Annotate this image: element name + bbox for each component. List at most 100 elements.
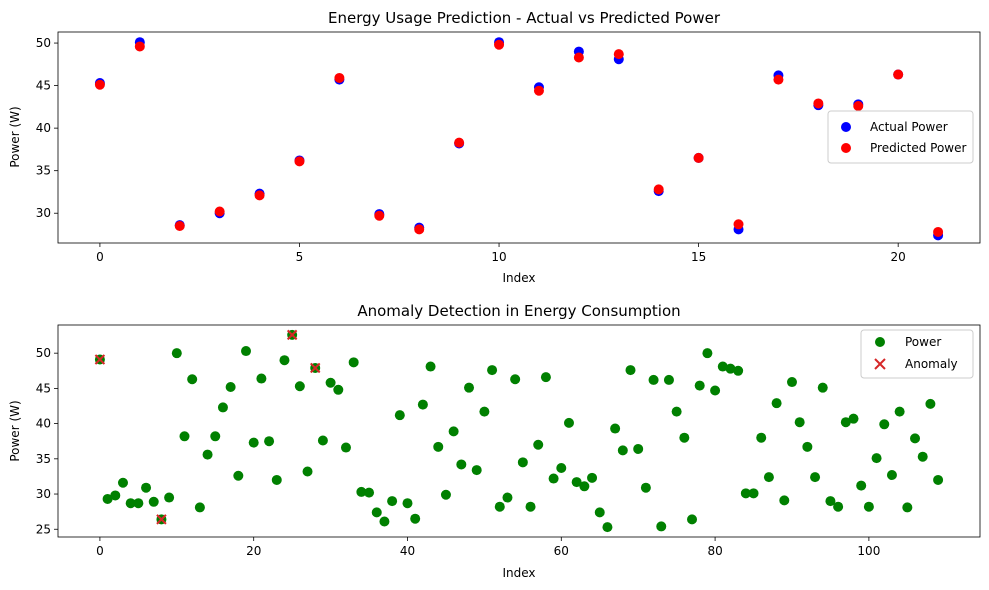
power-point bbox=[917, 451, 928, 462]
power-point bbox=[679, 432, 690, 443]
x-tick-label: 10 bbox=[491, 250, 506, 264]
predicted-power-point bbox=[174, 220, 185, 231]
power-point bbox=[702, 348, 713, 359]
power-point bbox=[241, 346, 252, 357]
power-point bbox=[202, 449, 213, 460]
power-point bbox=[248, 437, 259, 448]
legend-label-power: Power bbox=[905, 335, 941, 349]
power-point bbox=[879, 419, 890, 430]
power-point bbox=[402, 498, 413, 509]
power-point bbox=[863, 501, 874, 512]
power-point bbox=[840, 417, 851, 428]
power-point bbox=[233, 470, 244, 481]
power-point bbox=[794, 417, 805, 428]
power-point bbox=[387, 496, 398, 507]
power-point bbox=[433, 441, 444, 452]
chart-anomaly-detection: Anomaly Detection in Energy Consumption … bbox=[8, 302, 981, 580]
power-point bbox=[533, 439, 544, 450]
power-point bbox=[610, 423, 621, 434]
power-point bbox=[225, 381, 236, 392]
power-point bbox=[487, 365, 498, 376]
power-point bbox=[464, 382, 475, 393]
power-point bbox=[294, 381, 305, 392]
x-tick-label: 60 bbox=[554, 544, 569, 558]
power-point bbox=[563, 417, 574, 428]
power-point bbox=[394, 410, 405, 421]
power-point bbox=[902, 502, 913, 513]
power-point bbox=[379, 516, 390, 527]
y-tick-label: 45 bbox=[36, 79, 51, 93]
predicted-power-point bbox=[813, 98, 824, 109]
power-point bbox=[164, 492, 175, 503]
power-point bbox=[271, 474, 282, 485]
power-point bbox=[141, 482, 152, 493]
power-point bbox=[356, 486, 367, 497]
power-point bbox=[256, 373, 267, 384]
predicted-power-point bbox=[533, 85, 544, 96]
chart-1-xlabel: Index bbox=[502, 271, 535, 285]
power-point bbox=[910, 433, 921, 444]
predicted-power-point bbox=[414, 224, 425, 235]
chart-1-legend: Actual Power Predicted Power bbox=[827, 110, 974, 164]
power-point bbox=[810, 472, 821, 483]
power-point bbox=[725, 363, 736, 374]
predicted-power-point bbox=[613, 49, 624, 60]
power-point bbox=[556, 462, 567, 473]
power-point bbox=[148, 496, 159, 507]
x-tick-label: 20 bbox=[246, 544, 261, 558]
chart-1-ticks: 0 5 10 15 20 30 35 40 45 50 bbox=[36, 36, 906, 264]
power-point bbox=[133, 498, 144, 509]
power-point bbox=[594, 507, 605, 518]
y-tick-label: 35 bbox=[36, 452, 51, 466]
power-point bbox=[633, 443, 644, 454]
power-point bbox=[656, 521, 667, 532]
power-point bbox=[763, 472, 774, 483]
y-tick-label: 40 bbox=[36, 417, 51, 431]
anomaly-point bbox=[94, 354, 106, 365]
power-point bbox=[517, 457, 528, 468]
predicted-power-point bbox=[374, 210, 385, 221]
chart-1-ylabel: Power (W) bbox=[8, 106, 22, 167]
predicted-power-point bbox=[853, 101, 864, 112]
power-point bbox=[456, 459, 467, 470]
power-point bbox=[856, 480, 867, 491]
chart-1-title: Energy Usage Prediction - Actual vs Pred… bbox=[328, 9, 721, 27]
power-point bbox=[648, 374, 659, 385]
predicted-power-point bbox=[454, 137, 465, 148]
power-point bbox=[671, 406, 682, 417]
power-point bbox=[325, 377, 336, 388]
y-tick-label: 30 bbox=[36, 206, 51, 220]
legend-label-anomaly: Anomaly bbox=[905, 357, 958, 371]
anomaly-point bbox=[156, 514, 167, 525]
power-point bbox=[364, 487, 375, 498]
power-point bbox=[833, 501, 844, 512]
x-tick-label: 80 bbox=[707, 544, 722, 558]
power-point bbox=[448, 426, 459, 437]
power-point bbox=[886, 470, 897, 481]
x-tick-label: 100 bbox=[857, 544, 880, 558]
power-point bbox=[525, 501, 536, 512]
x-tick-label: 5 bbox=[296, 250, 304, 264]
power-point bbox=[748, 488, 759, 499]
power-point bbox=[825, 496, 836, 507]
power-point bbox=[894, 406, 905, 417]
power-point bbox=[217, 402, 228, 413]
x-tick-label: 40 bbox=[400, 544, 415, 558]
chart-2-ylabel: Power (W) bbox=[8, 400, 22, 461]
y-tick-label: 50 bbox=[36, 36, 51, 50]
power-point bbox=[625, 365, 636, 376]
chart-1-plot-frame bbox=[57, 31, 981, 244]
predicted-power-point bbox=[254, 190, 265, 201]
power-point bbox=[333, 384, 344, 395]
power-point bbox=[440, 489, 451, 500]
legend-marker-anomaly bbox=[874, 358, 886, 370]
power-point bbox=[494, 501, 505, 512]
x-tick-label: 15 bbox=[691, 250, 706, 264]
power-point bbox=[717, 361, 728, 372]
x-tick-label: 20 bbox=[891, 250, 906, 264]
power-point bbox=[540, 372, 551, 383]
power-point bbox=[617, 445, 628, 456]
power-point bbox=[548, 473, 559, 484]
